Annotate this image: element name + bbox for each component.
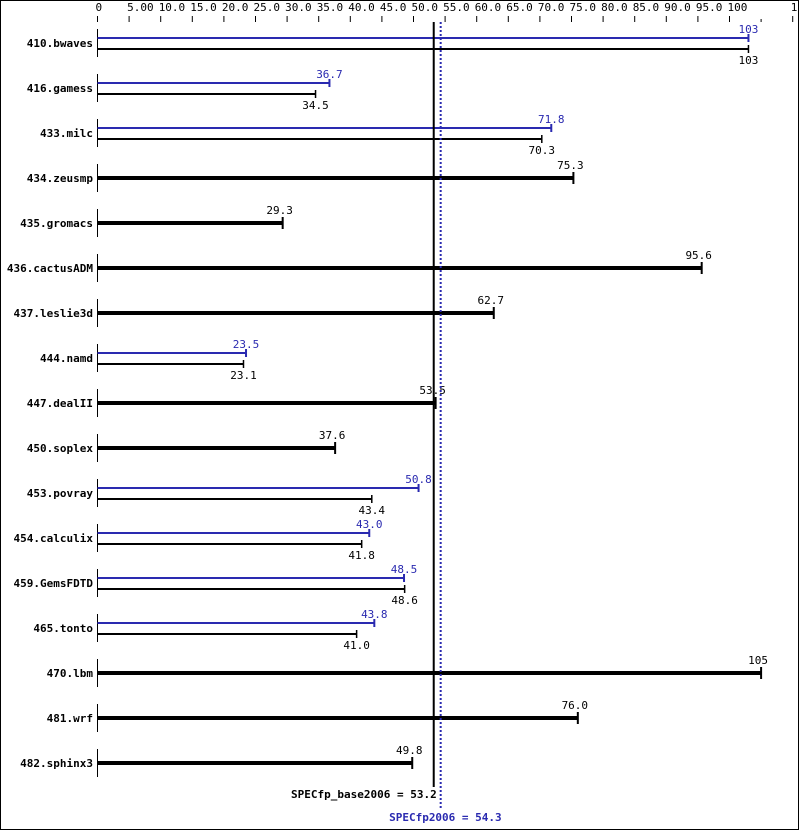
base-value-label: 43.4 <box>359 504 386 517</box>
base-value-label: 48.6 <box>391 594 418 607</box>
x-tick-label: 20.0 <box>222 1 249 14</box>
benchmark-label: 450.soplex <box>27 442 94 455</box>
x-tick-label: 35.0 <box>317 1 344 14</box>
base-value-label: 105 <box>748 654 768 667</box>
base-value-label: 76.0 <box>562 699 589 712</box>
base-value-label: 53.5 <box>419 384 446 397</box>
x-tick-label: 60.0 <box>475 1 502 14</box>
base-value-label: 49.8 <box>396 744 423 757</box>
x-tick-label: 80.0 <box>601 1 628 14</box>
base-value-label: 103 <box>739 54 759 67</box>
base-value-label: 41.8 <box>348 549 375 562</box>
peak-value-label: 48.5 <box>391 563 418 576</box>
benchmark-label: 482.sphinx3 <box>20 757 93 770</box>
benchmark-label: 447.dealII <box>27 397 93 410</box>
benchmark-label: 433.milc <box>40 127 93 140</box>
base-value-label: 62.7 <box>478 294 505 307</box>
x-tick-label: 110 <box>791 1 799 14</box>
benchmark-label: 465.tonto <box>33 622 93 635</box>
benchmark-label: 444.namd <box>40 352 93 365</box>
benchmark-label: 435.gromacs <box>20 217 93 230</box>
peak-value-label: 50.8 <box>405 473 432 486</box>
x-tick-label: 70.0 <box>538 1 565 14</box>
x-tick-label: 95.0 <box>696 1 723 14</box>
x-tick-label: 90.0 <box>664 1 691 14</box>
peak-value-label: 43.0 <box>356 518 383 531</box>
x-tick-label: 25.0 <box>254 1 281 14</box>
x-tick-label: 0 <box>96 1 103 14</box>
x-tick-label: 5.00 <box>127 1 154 14</box>
benchmark-label: 470.lbm <box>47 667 94 680</box>
benchmark-label: 434.zeusmp <box>27 172 94 185</box>
benchmark-label: 436.cactusADM <box>7 262 93 275</box>
benchmark-label: 410.bwaves <box>27 37 93 50</box>
peak-value-label: 36.7 <box>316 68 343 81</box>
benchmark-label: 454.calculix <box>14 532 94 545</box>
base-value-label: 37.6 <box>319 429 346 442</box>
base-value-label: 95.6 <box>685 249 712 262</box>
benchmark-label: 459.GemsFDTD <box>14 577 94 590</box>
x-tick-label: 10.0 <box>159 1 186 14</box>
x-tick-label: 45.0 <box>380 1 407 14</box>
x-tick-label: 100 <box>728 1 748 14</box>
x-tick-label: 15.0 <box>190 1 217 14</box>
x-tick-label: 65.0 <box>506 1 533 14</box>
benchmark-label: 481.wrf <box>47 712 93 725</box>
x-tick-label: 30.0 <box>285 1 312 14</box>
peak-value-label: 103 <box>739 23 759 36</box>
benchmark-label: 453.povray <box>27 487 94 500</box>
base-score-label: SPECfp_base2006 = 53.2 <box>291 788 437 801</box>
x-tick-label: 85.0 <box>633 1 660 14</box>
x-tick-label: 40.0 <box>348 1 375 14</box>
peak-value-label: 23.5 <box>233 338 260 351</box>
base-value-label: 70.3 <box>529 144 556 157</box>
base-value-label: 34.5 <box>302 99 329 112</box>
base-value-label: 23.1 <box>230 369 257 382</box>
peak-score-label: SPECfp2006 = 54.3 <box>389 811 502 824</box>
base-value-label: 41.0 <box>343 639 370 652</box>
base-value-label: 75.3 <box>557 159 584 172</box>
x-tick-label: 75.0 <box>570 1 597 14</box>
peak-value-label: 71.8 <box>538 113 565 126</box>
benchmark-label: 416.gamess <box>27 82 93 95</box>
benchmark-label: 437.leslie3d <box>14 307 93 320</box>
x-tick-label: 55.0 <box>443 1 470 14</box>
peak-value-label: 43.8 <box>361 608 388 621</box>
x-tick-label: 50.0 <box>412 1 439 14</box>
base-value-label: 29.3 <box>266 204 293 217</box>
